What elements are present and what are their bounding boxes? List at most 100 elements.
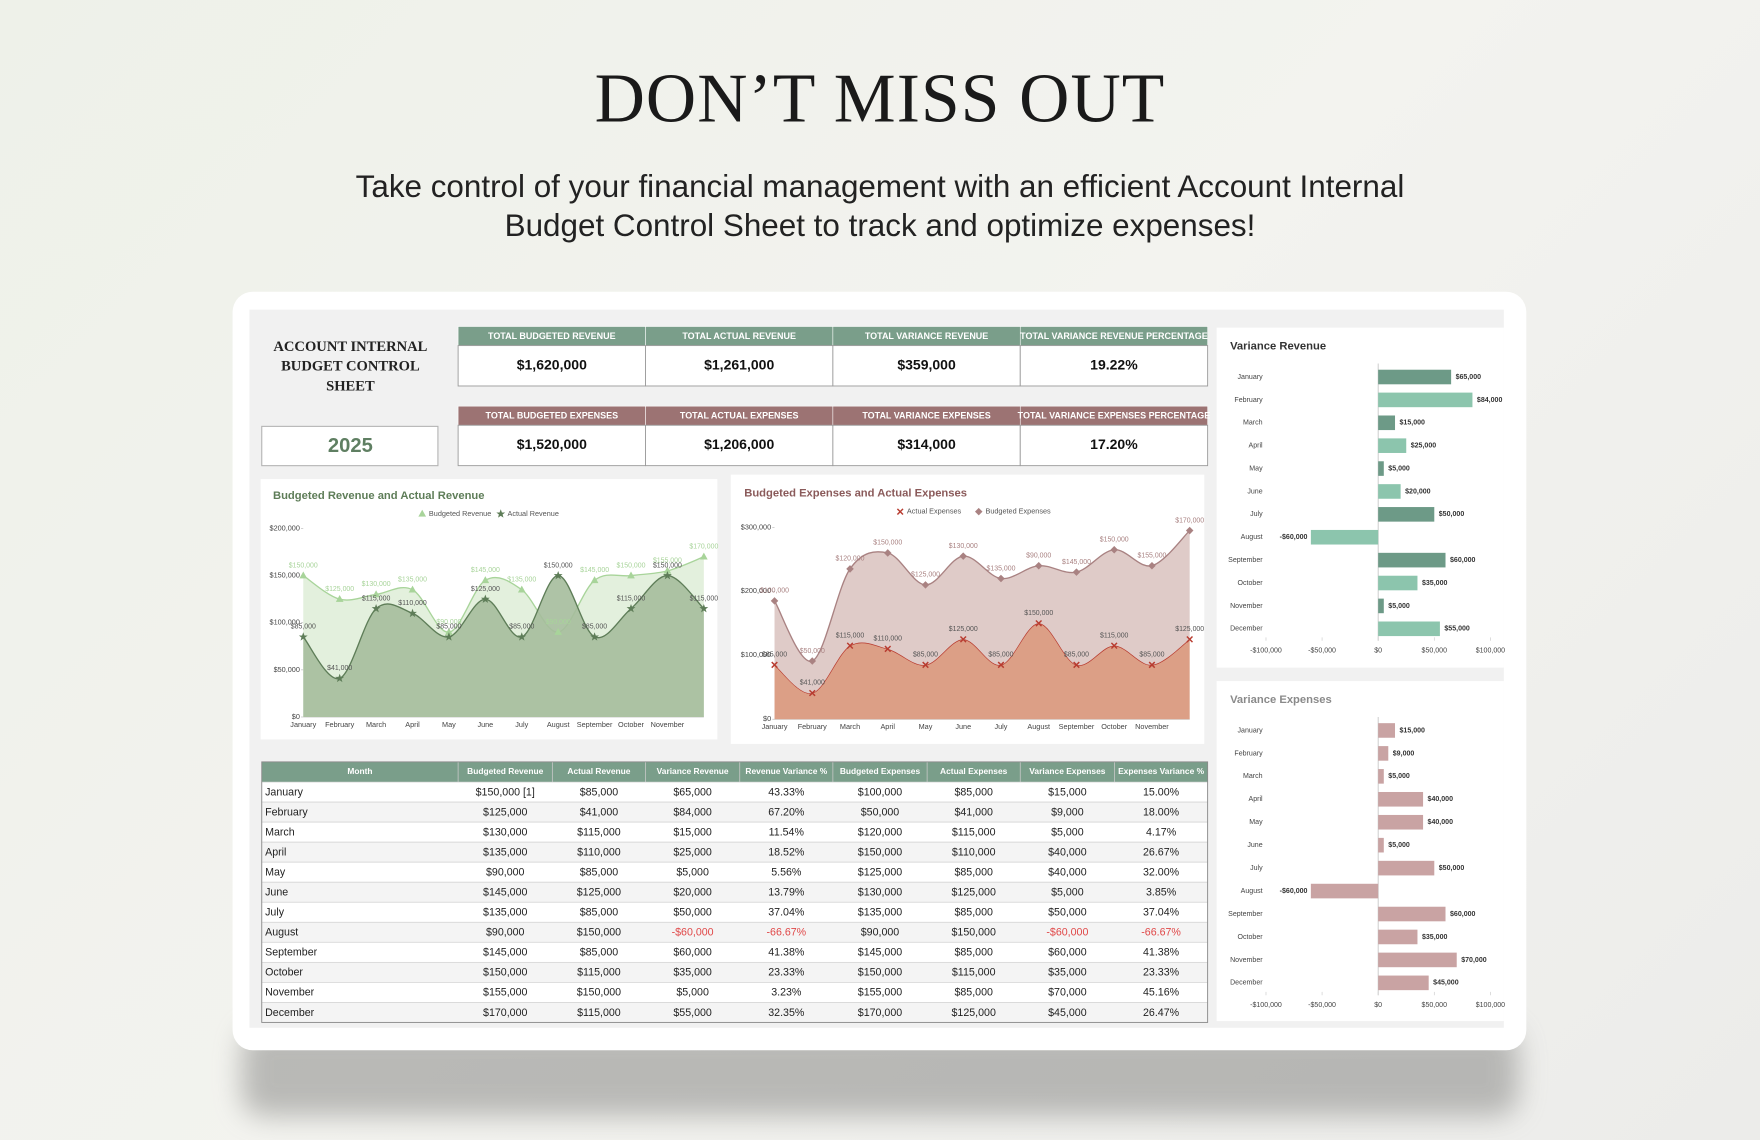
- kpi-value: $314,000: [897, 436, 956, 452]
- point: [1035, 619, 1043, 627]
- data-label: $20,000: [1405, 488, 1431, 495]
- category-label: July: [1250, 865, 1263, 872]
- data-label: $115,000: [690, 595, 719, 602]
- point: [959, 635, 967, 643]
- column-header: Budgeted Expenses: [840, 766, 921, 776]
- point: [771, 661, 778, 669]
- table-cell: $70,000: [1048, 987, 1087, 999]
- table-cell: $110,000: [952, 847, 996, 859]
- x-tick-label: January: [290, 720, 316, 729]
- bar: [1378, 552, 1446, 568]
- table-cell: $84,000: [673, 806, 712, 818]
- table-cell: $15,000: [673, 827, 712, 839]
- data-label: $85,000: [913, 652, 938, 659]
- kpi-value-box: [1019, 424, 1209, 467]
- table-cell: $20,000: [673, 887, 712, 899]
- table-cell: $145,000: [858, 947, 902, 959]
- kpi-label: TOTAL BUDGETED EXPENSES: [486, 411, 619, 421]
- x-tick-label: June: [477, 720, 493, 729]
- data-label: $115,000: [362, 595, 391, 602]
- table-cell: $35,000: [1048, 967, 1087, 979]
- data-label: $90,000: [1026, 552, 1051, 559]
- table-cell: $50,000: [1048, 907, 1087, 919]
- table-cell: $110,000: [577, 847, 621, 859]
- point: [554, 627, 563, 635]
- point: [921, 581, 930, 589]
- table-cell: $85,000: [954, 786, 993, 798]
- row-month: July: [265, 907, 285, 919]
- category-label: March: [1243, 420, 1263, 427]
- table-cell: $50,000: [673, 907, 712, 919]
- point: [770, 597, 779, 605]
- data-label: $15,000: [1400, 420, 1426, 427]
- data-label: $150,000: [617, 562, 646, 569]
- row-month: April: [265, 847, 286, 859]
- point: [1110, 545, 1118, 554]
- table-cell: $50,000: [861, 806, 900, 818]
- data-label: $25,000: [1411, 443, 1437, 450]
- sheet-title: SHEET: [326, 378, 375, 394]
- point: [922, 661, 929, 669]
- category-label: August: [1241, 888, 1263, 895]
- table-cell: $40,000: [1048, 867, 1087, 879]
- point: [590, 576, 599, 584]
- category-label: July: [1250, 511, 1263, 518]
- y-tick-label: $100,000: [270, 618, 300, 627]
- table-cell: $35,000: [673, 967, 712, 979]
- point: [808, 657, 817, 665]
- point: [590, 632, 600, 641]
- data-label: $85,000: [762, 652, 787, 659]
- table-cell: $130,000: [483, 827, 527, 839]
- bar: [1378, 438, 1407, 453]
- chart-title: Budgeted Revenue and Actual Revenue: [273, 490, 485, 502]
- table-cell: $115,000: [577, 967, 621, 979]
- point: [371, 603, 381, 613]
- x-tick-label: November: [1135, 722, 1169, 731]
- data-label: $155,000: [1137, 552, 1166, 559]
- point: [517, 632, 527, 641]
- table-cell: $100,000: [858, 786, 902, 798]
- row-month: November: [265, 987, 315, 999]
- category-label: November: [1230, 603, 1263, 610]
- data-label: $125,000: [911, 572, 940, 579]
- kpi-value: $359,000: [897, 356, 956, 372]
- bar: [1378, 415, 1396, 431]
- kpi-value-box: [645, 345, 834, 387]
- x-tick-label: $50,000: [1422, 1002, 1448, 1009]
- point: [883, 549, 892, 557]
- table-cell: $125,000: [951, 1007, 995, 1019]
- point: [481, 576, 490, 584]
- column-header: Actual Expenses: [940, 766, 1008, 776]
- data-label: $110,000: [398, 600, 427, 607]
- table-cell: 32.35%: [768, 1007, 805, 1019]
- column-header: Expenses Variance %: [1118, 766, 1205, 776]
- table-cell: $55,000: [673, 1007, 712, 1019]
- data-label: $150,000: [1100, 536, 1129, 543]
- x-tick-label: -$100,000: [1250, 1002, 1282, 1009]
- point: [1110, 642, 1118, 650]
- table-cell: $150,000: [577, 927, 621, 939]
- table-cell: 41.38%: [768, 947, 805, 959]
- data-label: $5,000: [1388, 773, 1410, 780]
- data-label: $5,000: [1388, 842, 1410, 849]
- point: [480, 594, 490, 603]
- table-cell: $90,000: [486, 867, 525, 879]
- data-label: $41,000: [800, 680, 825, 687]
- table-cell: -$60,000: [672, 927, 714, 939]
- table-cell: $115,000: [577, 1007, 621, 1019]
- category-label: June: [1247, 842, 1262, 849]
- kpi-label: TOTAL VARIANCE REVENUE: [865, 331, 988, 341]
- y-tick-label: $0: [292, 712, 300, 721]
- point: [335, 595, 344, 602]
- table-cell: 18.00%: [1143, 806, 1180, 818]
- bar: [1378, 906, 1446, 922]
- table-cell: 23.33%: [1143, 967, 1180, 979]
- table-cell: $150,000: [577, 987, 621, 999]
- bar: [1378, 791, 1424, 807]
- table-cell: $155,000: [858, 987, 902, 999]
- bar: [1378, 369, 1452, 385]
- table-cell: $60,000: [1048, 947, 1087, 959]
- data-label: $35,000: [1422, 934, 1448, 941]
- x-tick-label: May: [442, 720, 456, 729]
- sheet-title: ACCOUNT INTERNAL: [273, 339, 427, 355]
